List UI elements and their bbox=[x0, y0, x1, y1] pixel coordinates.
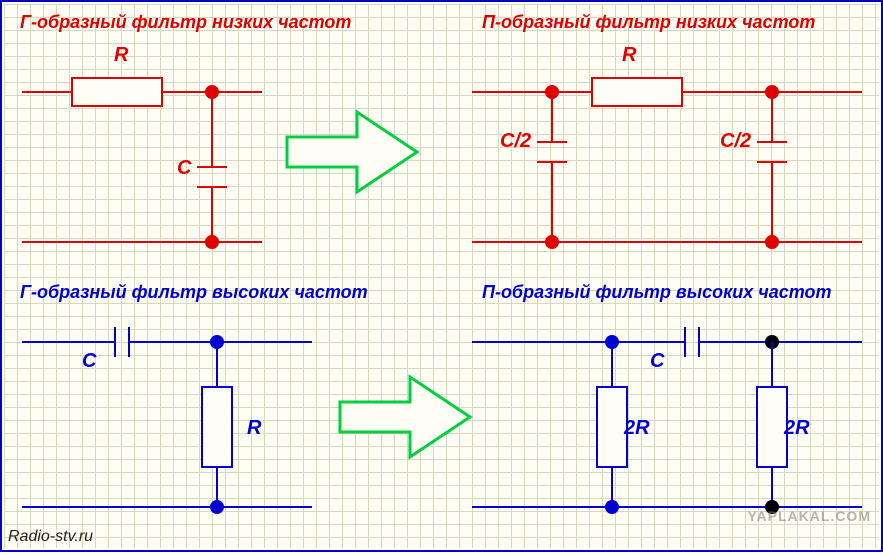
watermark-source: Radio-stv.ru bbox=[8, 528, 93, 546]
label-tl-R: R bbox=[114, 44, 128, 67]
label-br-C: C bbox=[650, 350, 664, 373]
label-bl-R: R bbox=[247, 417, 261, 440]
arrow-top bbox=[287, 112, 417, 192]
watermark-site: YAPLAKAL.COM bbox=[748, 508, 872, 524]
label-tl-C: C bbox=[177, 157, 191, 180]
label-tr-C2: C/2 bbox=[720, 130, 751, 153]
label-tr-R: R bbox=[622, 44, 636, 67]
label-br-2R2: 2R bbox=[784, 417, 810, 440]
label-bl-C: C bbox=[82, 350, 96, 373]
schematic-tl bbox=[22, 78, 262, 248]
label-br-2R1: 2R bbox=[624, 417, 650, 440]
arrow-bottom bbox=[340, 377, 470, 457]
title-tl: Г-образный фильтр низких частот bbox=[20, 12, 351, 33]
schematic-tr bbox=[472, 78, 862, 248]
schematic-bl bbox=[22, 327, 312, 513]
title-br: П-образный фильтр высоких частот bbox=[482, 282, 832, 303]
title-tr: П-образный фильтр низких частот bbox=[482, 12, 815, 33]
diagram-canvas: Г-образный фильтр низких частот П-образн… bbox=[0, 0, 883, 552]
label-tr-C1: C/2 bbox=[500, 130, 531, 153]
schematic-svg bbox=[2, 2, 883, 554]
title-bl: Г-образный фильтр высоких частот bbox=[20, 282, 368, 303]
